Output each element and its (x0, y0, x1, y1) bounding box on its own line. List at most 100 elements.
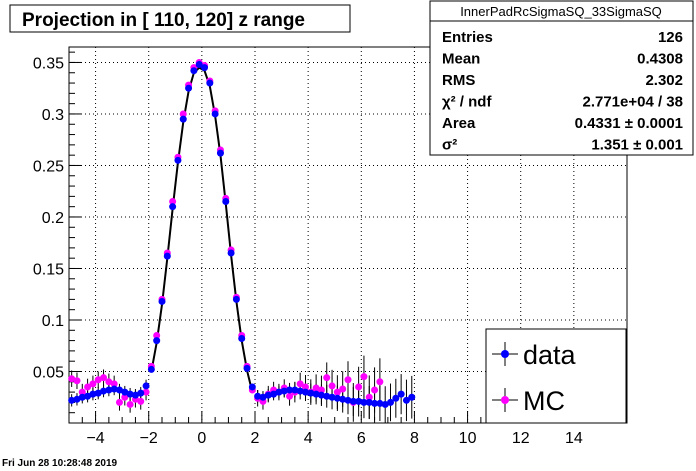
timestamp: Fri Jun 28 10:28:48 2019 (2, 458, 118, 469)
data-point (227, 249, 235, 257)
x-tick-label: 4 (304, 430, 313, 447)
data-point (344, 396, 352, 404)
x-tick-label: −2 (140, 430, 158, 447)
x-tick-label: 12 (512, 430, 530, 447)
data-point (312, 390, 320, 398)
mc-point (296, 380, 304, 388)
y-tick-label: 0.35 (33, 55, 64, 72)
stats-row-label: Mean (442, 51, 480, 68)
data-point (115, 386, 123, 394)
mc-point (286, 392, 294, 400)
data-point (291, 386, 299, 394)
data-point (264, 391, 272, 399)
data-point (216, 149, 224, 157)
x-tick-label: 6 (357, 430, 366, 447)
legend-box: data MC (485, 328, 627, 424)
data-point (179, 115, 187, 123)
mc-point (355, 383, 363, 391)
data-point (121, 388, 129, 396)
stats-row-label: Area (442, 115, 476, 132)
data-point (376, 399, 384, 407)
stats-row-value: 2.302 (645, 72, 683, 89)
data-point (78, 393, 86, 401)
data-point (126, 390, 134, 398)
data-point (195, 61, 203, 69)
data-point (280, 387, 288, 395)
legend-marker (501, 396, 509, 404)
data-point (153, 337, 161, 345)
x-tick-label: 0 (197, 430, 206, 447)
mc-point (301, 383, 309, 391)
mc-point (68, 375, 76, 383)
mc-point (344, 376, 352, 384)
stats-row-value: 2.771e+04 / 38 (582, 94, 683, 111)
data-point (201, 64, 209, 72)
data-point (131, 391, 139, 399)
mc-point (137, 397, 145, 405)
data-point (371, 399, 379, 407)
data-point (190, 67, 198, 75)
data-point (355, 397, 363, 405)
x-tick-label: 10 (459, 430, 477, 447)
data-point (211, 110, 219, 118)
data-point (254, 392, 262, 400)
data-point (169, 203, 177, 211)
data-point (206, 79, 214, 87)
x-tick-label: 2 (251, 430, 260, 447)
data-point (222, 198, 230, 206)
data-point (84, 392, 92, 400)
x-tick-label: −4 (86, 430, 104, 447)
mc-point (94, 376, 102, 384)
data-point (360, 398, 368, 406)
data-point (286, 386, 294, 394)
mc-point (339, 385, 347, 393)
data-point (301, 388, 309, 396)
stats-row-label: RMS (442, 72, 475, 89)
stats-row-label: Entries (442, 29, 493, 46)
stats-row-value: 1.351 ± 0.001 (591, 137, 683, 154)
mc-point (153, 331, 161, 339)
data-point (158, 297, 166, 305)
data-point (94, 389, 102, 397)
data-point (328, 393, 336, 401)
mc-point (78, 388, 86, 396)
mc-point (376, 378, 384, 386)
mc-point (84, 383, 92, 391)
stats-row-value: 0.4308 (637, 51, 683, 68)
data-point (243, 364, 251, 372)
mc-point (333, 388, 341, 396)
data-point (317, 391, 325, 399)
title-box: Projection in [ 110, 120] z range (9, 4, 351, 33)
data-point (137, 389, 145, 397)
data-point (232, 295, 240, 303)
stats-row-value: 0.4331 ± 0.0001 (575, 115, 683, 132)
data-point (100, 387, 108, 395)
x-tick-label: 8 (410, 430, 419, 447)
data-point (259, 393, 267, 401)
y-tick-label: 0.25 (33, 158, 64, 175)
data-point (333, 394, 341, 402)
data-point (89, 390, 97, 398)
data-point (349, 397, 357, 405)
data-point (185, 84, 193, 92)
data-point (147, 365, 155, 373)
mc-point (121, 393, 129, 401)
y-tick-label: 0.2 (42, 210, 64, 227)
y-tick-label: 0.15 (33, 261, 64, 278)
series-layer (68, 58, 416, 423)
data-point (307, 389, 315, 397)
mc-point (105, 378, 113, 386)
data-point (174, 156, 182, 164)
stats-row-label: χ² / ndf (442, 94, 492, 111)
data-point (392, 394, 400, 402)
stats-row-value: 126 (658, 29, 683, 46)
mc-point (73, 377, 81, 385)
data-point (270, 390, 278, 398)
mc-point (110, 380, 118, 388)
data-point (296, 387, 304, 395)
data-point (110, 385, 118, 393)
chart-title: Projection in [ 110, 120] z range (22, 10, 305, 31)
mc-point (328, 382, 336, 390)
data-point (387, 398, 395, 406)
